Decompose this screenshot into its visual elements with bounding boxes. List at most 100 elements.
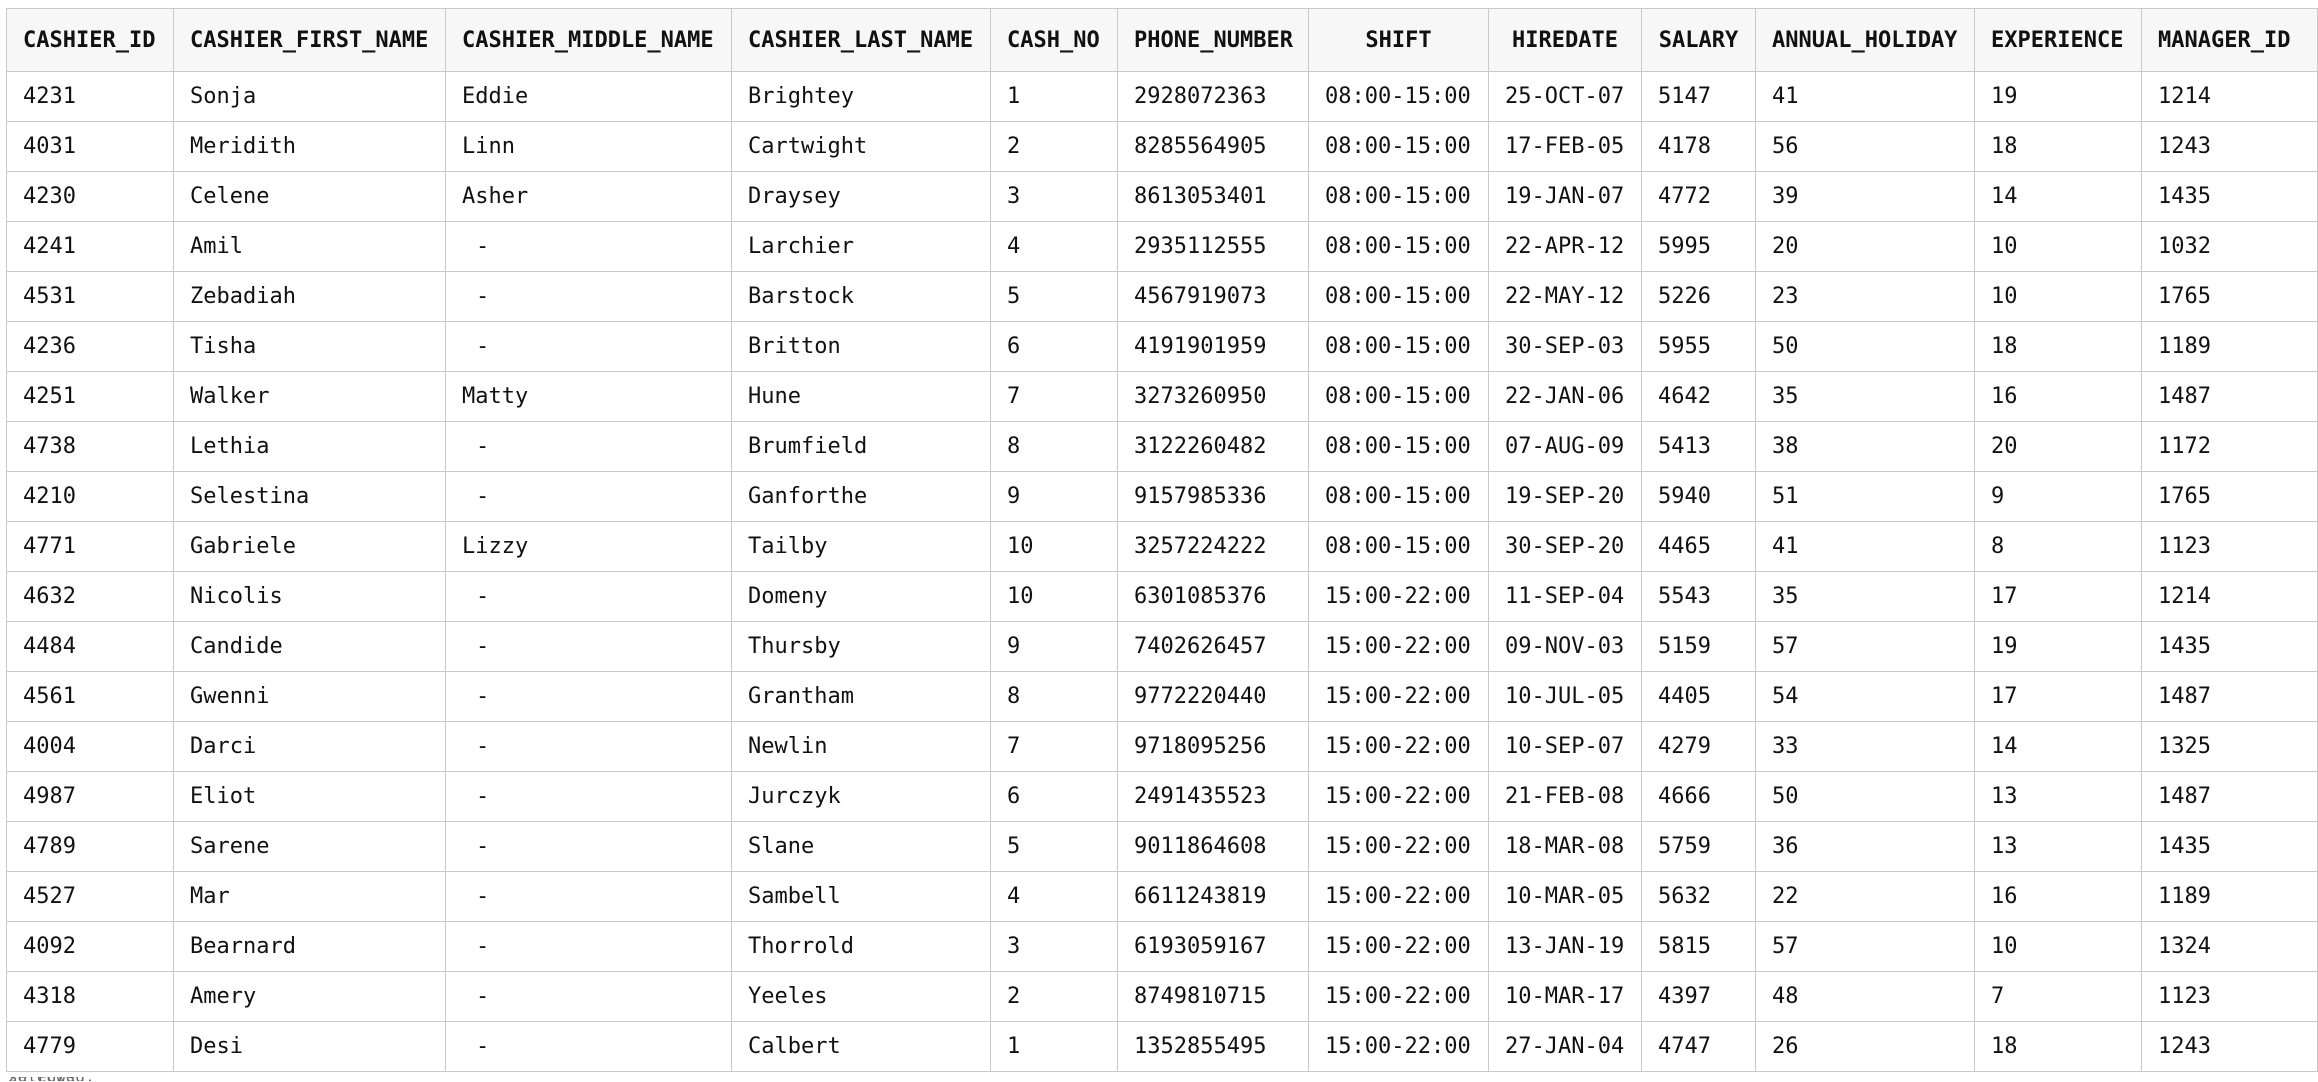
cell-annual-holiday[interactable]: 20 <box>1755 221 1975 272</box>
cell-cash-no[interactable]: 4 <box>990 871 1118 922</box>
cell-phone-number[interactable]: 3257224222 <box>1117 521 1309 572</box>
table-row[interactable]: 4789 Sarene - Slane 5 9011864608 15:00-22:00 18… <box>6 821 2318 872</box>
cell-cashier-id[interactable]: 4789 <box>6 821 174 872</box>
cell-cashier-last-name[interactable]: Newlin <box>731 721 991 772</box>
cell-shift[interactable]: 15:00-22:00 <box>1308 771 1489 822</box>
cell-experience[interactable]: 18 <box>1974 321 2142 372</box>
cell-cashier-middle-name[interactable]: - <box>445 821 732 872</box>
cell-phone-number[interactable]: 6301085376 <box>1117 571 1309 622</box>
cell-hiredate[interactable]: 11-SEP-04 <box>1488 571 1642 622</box>
cell-cashier-id[interactable]: 4527 <box>6 871 174 922</box>
cell-cashier-last-name[interactable]: Calbert <box>731 1021 991 1072</box>
cell-cashier-last-name[interactable]: Tailby <box>731 521 991 572</box>
cell-annual-holiday[interactable]: 50 <box>1755 771 1975 822</box>
cell-manager-id[interactable]: 1189 <box>2141 871 2318 922</box>
cell-cash-no[interactable]: 6 <box>990 771 1118 822</box>
cell-cash-no[interactable]: 3 <box>990 171 1118 222</box>
table-row[interactable]: 4231 Sonja Eddie Brightey 1 2928072363 08:00-1… <box>6 71 2318 122</box>
cell-salary[interactable]: 4397 <box>1641 971 1756 1022</box>
cell-hiredate[interactable]: 30-SEP-20 <box>1488 521 1642 572</box>
cell-hiredate[interactable]: 19-JAN-07 <box>1488 171 1642 222</box>
table-row[interactable]: 4318 Amery - Yeeles 2 8749810715 15:00-22:00 10… <box>6 971 2318 1022</box>
cell-cashier-id[interactable]: 4484 <box>6 621 174 672</box>
cell-cashier-id[interactable]: 4771 <box>6 521 174 572</box>
cell-cash-no[interactable]: 9 <box>990 621 1118 672</box>
cell-cashier-first-name[interactable]: Tisha <box>173 321 446 372</box>
cell-experience[interactable]: 10 <box>1974 921 2142 972</box>
cell-experience[interactable]: 18 <box>1974 121 2142 172</box>
cell-shift[interactable]: 08:00-15:00 <box>1308 371 1489 422</box>
cell-hiredate[interactable]: 10-MAR-17 <box>1488 971 1642 1022</box>
cell-experience[interactable]: 14 <box>1974 721 2142 772</box>
table-row[interactable]: 4031 Meridith Linn Cartwight 2 8285564905 08:0… <box>6 121 2318 172</box>
cell-cash-no[interactable]: 2 <box>990 971 1118 1022</box>
cell-manager-id[interactable]: 1214 <box>2141 71 2318 122</box>
cell-experience[interactable]: 16 <box>1974 371 2142 422</box>
cell-phone-number[interactable]: 9718095256 <box>1117 721 1309 772</box>
cell-salary[interactable]: 5632 <box>1641 871 1756 922</box>
cell-manager-id[interactable]: 1765 <box>2141 471 2318 522</box>
table-row[interactable]: 4738 Lethia - Brumfield 8 3122260482 08:00-15:… <box>6 421 2318 472</box>
cell-experience[interactable]: 10 <box>1974 271 2142 322</box>
cell-cashier-first-name[interactable]: Selestina <box>173 471 446 522</box>
cell-manager-id[interactable]: 1243 <box>2141 121 2318 172</box>
cell-cashier-first-name[interactable]: Gwenni <box>173 671 446 722</box>
table-row[interactable]: 4251 Walker Matty Hune 7 3273260950 08:00-15:0… <box>6 371 2318 422</box>
cell-cashier-middle-name[interactable]: - <box>445 771 732 822</box>
cell-cashier-last-name[interactable]: Yeeles <box>731 971 991 1022</box>
cell-cashier-middle-name[interactable]: - <box>445 571 732 622</box>
cell-shift[interactable]: 15:00-22:00 <box>1308 821 1489 872</box>
cell-manager-id[interactable]: 1765 <box>2141 271 2318 322</box>
cell-shift[interactable]: 15:00-22:00 <box>1308 921 1489 972</box>
cell-shift[interactable]: 08:00-15:00 <box>1308 121 1489 172</box>
cell-cashier-first-name[interactable]: Mar <box>173 871 446 922</box>
cell-cash-no[interactable]: 10 <box>990 521 1118 572</box>
cell-cash-no[interactable]: 8 <box>990 421 1118 472</box>
cell-phone-number[interactable]: 9011864608 <box>1117 821 1309 872</box>
cell-cashier-last-name[interactable]: Barstock <box>731 271 991 322</box>
cell-cash-no[interactable]: 5 <box>990 821 1118 872</box>
cell-shift[interactable]: 08:00-15:00 <box>1308 471 1489 522</box>
cell-cashier-id[interactable]: 4561 <box>6 671 174 722</box>
cell-cashier-last-name[interactable]: Brumfield <box>731 421 991 472</box>
cell-manager-id[interactable]: 1487 <box>2141 671 2318 722</box>
column-header-cashier-last-name[interactable]: CASHIER_LAST_NAME <box>731 8 991 72</box>
cell-shift[interactable]: 08:00-15:00 <box>1308 521 1489 572</box>
cell-cashier-middle-name[interactable]: - <box>445 621 732 672</box>
cell-salary[interactable]: 5543 <box>1641 571 1756 622</box>
cell-cashier-middle-name[interactable]: Linn <box>445 121 732 172</box>
cell-annual-holiday[interactable]: 36 <box>1755 821 1975 872</box>
cell-cashier-id[interactable]: 4031 <box>6 121 174 172</box>
table-row[interactable]: 4210 Selestina - Ganforthe 9 9157985336 08:00-… <box>6 471 2318 522</box>
cell-annual-holiday[interactable]: 39 <box>1755 171 1975 222</box>
cell-phone-number[interactable]: 2935112555 <box>1117 221 1309 272</box>
cell-manager-id[interactable]: 1189 <box>2141 321 2318 372</box>
cell-cashier-middle-name[interactable]: - <box>445 421 732 472</box>
cell-annual-holiday[interactable]: 48 <box>1755 971 1975 1022</box>
cell-shift[interactable]: 15:00-22:00 <box>1308 571 1489 622</box>
cell-cashier-first-name[interactable]: Desi <box>173 1021 446 1072</box>
cell-phone-number[interactable]: 3273260950 <box>1117 371 1309 422</box>
cell-phone-number[interactable]: 8285564905 <box>1117 121 1309 172</box>
cell-annual-holiday[interactable]: 51 <box>1755 471 1975 522</box>
cell-cashier-id[interactable]: 4092 <box>6 921 174 972</box>
cell-hiredate[interactable]: 10-MAR-05 <box>1488 871 1642 922</box>
cell-annual-holiday[interactable]: 26 <box>1755 1021 1975 1072</box>
cell-salary[interactable]: 4642 <box>1641 371 1756 422</box>
cell-annual-holiday[interactable]: 41 <box>1755 521 1975 572</box>
cell-cashier-id[interactable]: 4318 <box>6 971 174 1022</box>
table-row[interactable]: 4531 Zebadiah - Barstock 5 4567919073 08:00-15… <box>6 271 2318 322</box>
cell-experience[interactable]: 20 <box>1974 421 2142 472</box>
cell-cashier-last-name[interactable]: Britton <box>731 321 991 372</box>
column-header-phone-number[interactable]: PHONE_NUMBER <box>1117 8 1309 72</box>
cell-cash-no[interactable]: 2 <box>990 121 1118 172</box>
cell-cashier-last-name[interactable]: Domeny <box>731 571 991 622</box>
column-header-salary[interactable]: SALARY <box>1641 8 1756 72</box>
cell-experience[interactable]: 10 <box>1974 221 2142 272</box>
cell-annual-holiday[interactable]: 50 <box>1755 321 1975 372</box>
cell-salary[interactable]: 4465 <box>1641 521 1756 572</box>
cell-cashier-first-name[interactable]: Celene <box>173 171 446 222</box>
table-row[interactable]: 4230 Celene Asher Draysey 3 8613053401 08:00-1… <box>6 171 2318 222</box>
cell-annual-holiday[interactable]: 35 <box>1755 571 1975 622</box>
cell-cashier-id[interactable]: 4779 <box>6 1021 174 1072</box>
